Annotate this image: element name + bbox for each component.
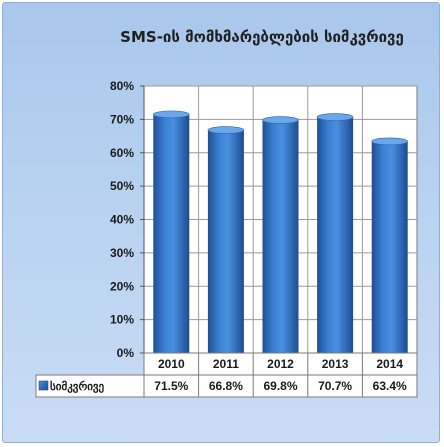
y-tick-label: 60% [110, 146, 134, 160]
x-tick-label: 2010 [158, 357, 185, 371]
y-tick-label: 30% [110, 246, 134, 260]
y-tick-label: 0% [117, 346, 135, 360]
data-table-value: 66.8% [209, 379, 243, 393]
data-table-value: 70.7% [318, 379, 352, 393]
bar-2010 [153, 114, 190, 354]
chart-title: SMS-ის მომხმარებლების სიმკვრივე [120, 28, 404, 46]
y-tick-label: 50% [110, 179, 134, 193]
bar-top-2012 [262, 116, 299, 124]
x-tick-label: 2013 [322, 357, 349, 371]
bar-top-2010 [153, 110, 190, 119]
legend-swatch [38, 380, 49, 391]
y-tick-label: 80% [110, 79, 134, 93]
bar-top-2014 [371, 137, 409, 146]
bar-2013 [317, 117, 354, 353]
x-tick-label: 2012 [267, 357, 294, 371]
y-tick-label: 40% [110, 213, 134, 227]
y-tick-label: 10% [110, 313, 134, 327]
y-tick-label: 20% [110, 279, 134, 293]
x-tick-label: 2011 [213, 357, 239, 371]
y-tick-label: 70% [110, 112, 134, 126]
bar-top-2011 [207, 126, 245, 134]
x-tick-label: 2014 [376, 357, 403, 371]
data-table-value: 69.8% [263, 379, 297, 393]
legend-label: სიმკვრივე [50, 380, 105, 393]
bar-2012 [262, 120, 299, 353]
bar-2014 [371, 141, 408, 353]
data-table-value: 63.4% [373, 379, 407, 393]
bar-top-2013 [316, 113, 354, 121]
bar-2011 [207, 130, 244, 353]
data-table-value: 71.5% [154, 379, 188, 393]
value-row [35, 374, 418, 398]
